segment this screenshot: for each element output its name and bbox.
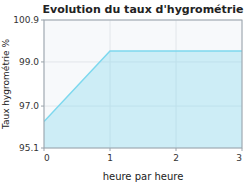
plot-background [44, 20, 242, 148]
x-axis-label: heure par heure [103, 171, 184, 182]
area [44, 51, 242, 148]
tick-label-x: 1 [107, 153, 113, 163]
tick-y [41, 61, 44, 62]
tick-label-y: 99.0 [19, 57, 39, 67]
grid [44, 20, 242, 148]
tick-label-x: 0 [44, 153, 50, 163]
chart: 95.1 97.0 99.0 100.9 0 1 2 3 Evolution du taux d… [0, 0, 250, 188]
tick-label-y: 95.1 [19, 143, 39, 153]
line [44, 51, 242, 122]
tick-x [110, 148, 111, 151]
tick-label-x: 3 [236, 153, 242, 163]
ticks: 95.1 97.0 99.0 100.9 0 1 2 3 [13, 15, 242, 163]
tick-x [176, 148, 177, 151]
tick-x [44, 148, 45, 151]
tick-label-y: 100.9 [13, 15, 39, 25]
series [44, 51, 242, 148]
plot-frame [44, 20, 242, 148]
tick-label-y: 97.0 [19, 101, 39, 111]
tick-label-x: 2 [173, 153, 179, 163]
tick-y [41, 20, 44, 21]
tick-y [41, 106, 44, 107]
title: Evolution du taux d'hygrométrie [43, 3, 244, 16]
y-axis-label: Taux hygrométrie % [1, 38, 11, 130]
tick-x [242, 148, 243, 151]
